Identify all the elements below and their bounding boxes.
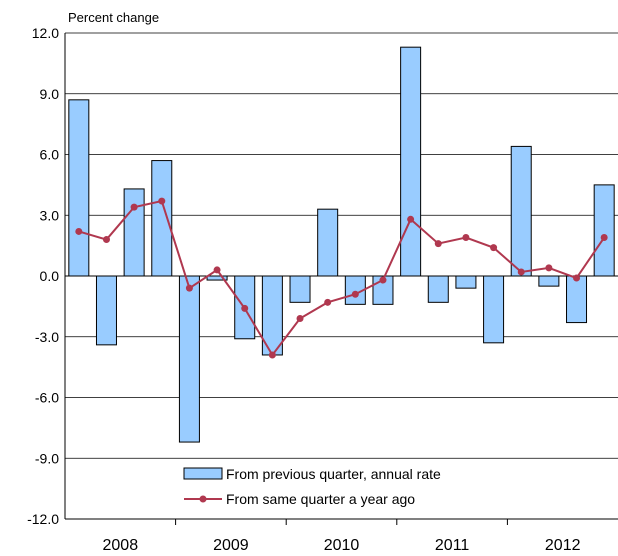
line-point bbox=[296, 315, 304, 323]
x-tick-label: 2010 bbox=[324, 537, 360, 554]
y-tick-label: 9.0 bbox=[40, 86, 60, 102]
bar bbox=[68, 99, 90, 277]
bar bbox=[178, 275, 200, 443]
line-point bbox=[379, 276, 387, 284]
line-point bbox=[324, 298, 332, 306]
x-tick-labels: 2008 2009 2010 2011 2012 bbox=[103, 537, 581, 554]
line-point bbox=[351, 290, 359, 298]
bar bbox=[400, 46, 422, 277]
line-point bbox=[130, 203, 138, 211]
x-tick-label: 2008 bbox=[103, 537, 139, 554]
legend-bar-swatch bbox=[183, 467, 223, 480]
line-point bbox=[213, 266, 221, 274]
x-tick-label: 2011 bbox=[435, 537, 470, 554]
line-point bbox=[75, 227, 83, 235]
bar bbox=[206, 275, 228, 281]
bar bbox=[151, 160, 173, 277]
bar bbox=[566, 275, 588, 324]
y-tick-label: 0.0 bbox=[40, 268, 60, 284]
line-point bbox=[407, 215, 415, 223]
y-tick-labels: 12.0 9.0 6.0 3.0 0.0 -3.0 -6.0 -9.0 -12.0 bbox=[27, 25, 59, 527]
line-point bbox=[158, 197, 166, 205]
x-tick-label: 2012 bbox=[545, 537, 581, 554]
legend-line-label: From same quarter a year ago bbox=[226, 491, 415, 507]
axes bbox=[64, 33, 618, 525]
y-tick-label: 6.0 bbox=[40, 147, 60, 163]
bar bbox=[123, 188, 145, 277]
bar bbox=[455, 275, 477, 289]
line-point bbox=[517, 268, 525, 276]
bar bbox=[538, 275, 560, 287]
line-point bbox=[545, 264, 553, 272]
line-path bbox=[78, 199, 606, 357]
line-point bbox=[462, 234, 470, 242]
bar bbox=[510, 145, 532, 277]
line-point bbox=[268, 351, 276, 359]
y-tick-label: -6.0 bbox=[35, 390, 59, 406]
bar bbox=[427, 275, 449, 303]
y-tick-label: 12.0 bbox=[32, 25, 59, 41]
y-tick-label: -3.0 bbox=[35, 329, 59, 345]
bar bbox=[483, 275, 505, 344]
y-tick-label: 3.0 bbox=[40, 207, 60, 223]
y-axis-title: Percent change bbox=[68, 10, 159, 25]
legend: From previous quarter, annual rate From … bbox=[183, 466, 441, 507]
line-point bbox=[102, 236, 110, 244]
y-tick-label: -12.0 bbox=[27, 511, 59, 527]
legend-line-marker bbox=[199, 495, 207, 503]
line-point bbox=[573, 274, 581, 282]
bar bbox=[317, 208, 339, 277]
bar bbox=[593, 184, 615, 277]
legend-bar-label: From previous quarter, annual rate bbox=[226, 466, 441, 482]
line-point bbox=[241, 304, 249, 312]
bar bbox=[289, 275, 311, 303]
bar bbox=[95, 275, 117, 346]
y-tick-label: -9.0 bbox=[35, 450, 59, 466]
line-point bbox=[434, 240, 442, 248]
line-series bbox=[75, 197, 608, 359]
x-tick-label: 2009 bbox=[213, 537, 249, 554]
line-point bbox=[490, 244, 498, 252]
line-point bbox=[185, 284, 193, 292]
line-point bbox=[600, 234, 608, 242]
